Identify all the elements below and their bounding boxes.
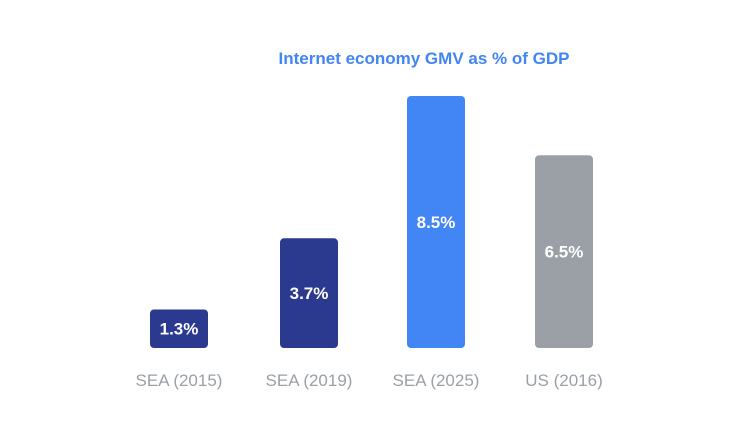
bar-value-label: 3.7%: [290, 284, 329, 303]
x-axis-tick-labels: SEA (2015) SEA (2019) SEA (2025) US (2016): [136, 371, 603, 390]
x-tick-label: SEA (2015): [136, 371, 223, 390]
chart-title: Internet economy GMV as % of GDP: [279, 49, 570, 68]
bars-group: [150, 96, 593, 348]
bar-3: [407, 96, 465, 348]
bar-value-label: 1.3%: [160, 320, 199, 339]
bar-1: [150, 309, 208, 348]
x-tick-label: SEA (2025): [393, 371, 480, 390]
bar-4: [535, 155, 593, 348]
x-tick-label: SEA (2019): [266, 371, 353, 390]
value-labels-group: 1.3% 3.7% 8.5% 6.5%: [160, 213, 584, 339]
bar-2: [280, 238, 338, 348]
bar-value-label: 8.5%: [417, 213, 456, 232]
x-tick-label: US (2016): [525, 371, 602, 390]
bar-value-label: 6.5%: [545, 243, 584, 262]
